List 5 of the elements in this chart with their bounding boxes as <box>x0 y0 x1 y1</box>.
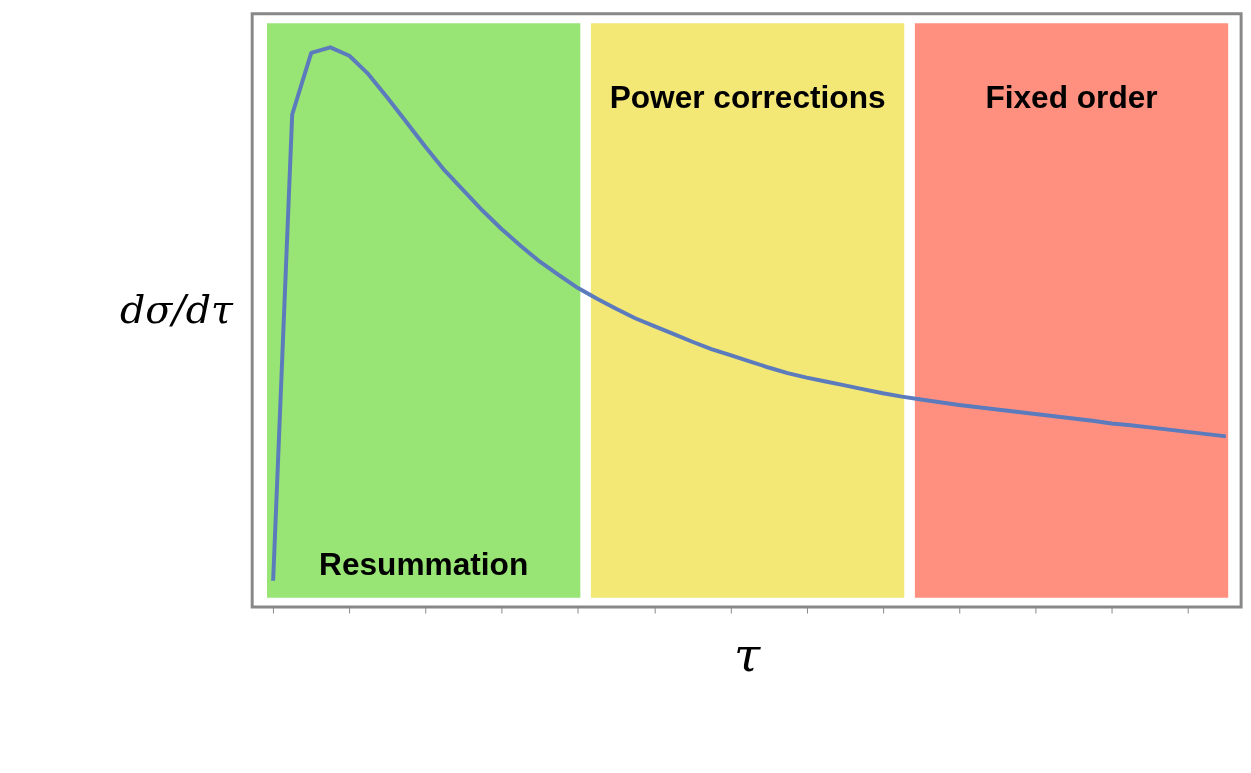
annotation: Fixed order <box>985 78 1158 115</box>
y-axis-title: dσ/dτ <box>120 285 234 332</box>
x-axis-title: τ <box>734 627 762 683</box>
annotation: Resummation <box>319 546 529 583</box>
annotation: Power corrections <box>609 78 886 115</box>
